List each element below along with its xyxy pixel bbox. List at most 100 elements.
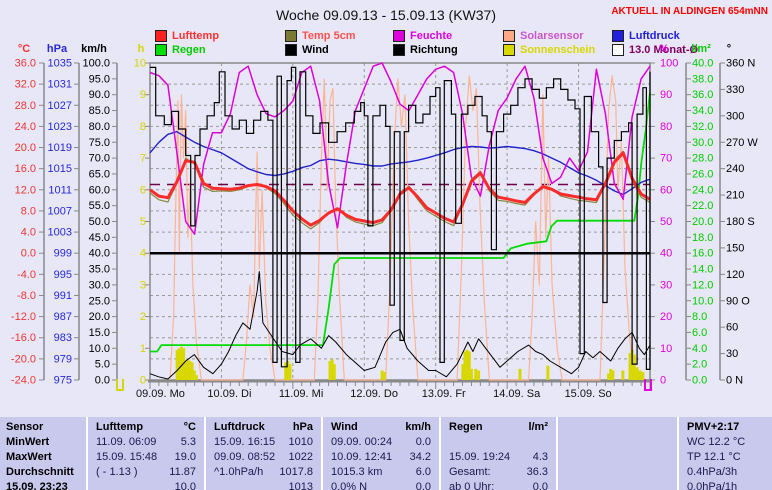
station-banner: AKTUELL IN ALDINGEN 654mNN [611,6,768,17]
stats-cell: 6.0 [415,466,431,478]
stats-cell: PMV+2:17 [687,421,740,433]
stats-cell: 0.0hPa/1h [687,481,738,490]
stats-cell: hPa [292,421,313,433]
svg-text:300: 300 [726,110,744,122]
svg-text:3: 3 [140,279,146,291]
stats-cell: Lufttemp [96,421,144,433]
stats-cell: 1022 [288,451,313,463]
stats-cell: 15.09. 19:24 [449,451,511,463]
svg-text:34.0: 34.0 [692,105,713,117]
x-axis: 09.09. Mo 10.09. Di 11.09. Mi 12.09. Do 13.0… [136,379,652,400]
svg-text:30.0: 30.0 [89,279,110,291]
svg-text:35.0: 35.0 [89,264,110,276]
svg-text:12.0: 12.0 [15,184,36,196]
svg-text:240: 240 [726,163,744,175]
stats-cell: WC 12.2 °C [687,436,746,448]
svg-text:7: 7 [140,153,146,165]
svg-text:991: 991 [54,290,72,302]
axis-header-windspeed: km/h [81,43,107,55]
legend-label: Wind [302,44,329,56]
svg-text:-8.0: -8.0 [17,290,36,302]
svg-text:1011: 1011 [48,184,72,196]
svg-text:5: 5 [140,216,146,228]
stats-cell: 10.0 [174,481,196,490]
stats-cell: 0.4hPa/3h [687,466,738,478]
svg-text:36.0: 36.0 [15,58,36,70]
legend-item-feuchte: Feuchte [393,30,452,42]
weather-chart: -24.0-20.0-16.0-12.0-8.0-4.00.04.08.012.… [11,43,758,400]
svg-text:14.0: 14.0 [692,264,713,276]
series-feuchte [149,62,651,235]
svg-text:20.0: 20.0 [15,142,36,154]
svg-text:-12.0: -12.0 [11,311,36,323]
svg-text:20.0: 20.0 [89,311,110,323]
stats-cell: 1010 [288,436,313,448]
stats-cell: Wind [331,421,358,433]
svg-text:6: 6 [140,184,146,196]
svg-text:30.0: 30.0 [692,137,713,149]
legend-label: Temp 5cm [302,30,356,42]
stats-cell: 1013 [288,481,313,490]
svg-text:50.0: 50.0 [89,216,110,228]
svg-text:8.0: 8.0 [21,205,36,217]
legend-item-lufttemp: Lufttemp [155,30,219,42]
svg-text:45.0: 45.0 [89,232,110,244]
svg-text:8.0: 8.0 [692,311,707,323]
axis-pressure: 975 979 983 987 991 995 999 1003 1007 1011 1015 101… [47,43,80,387]
legend-item-regen: Regen [155,44,206,56]
stats-cell: Luftdruck [214,421,265,433]
stats-cell: 09.09. 08:52 [214,451,276,463]
stats-cell: km/h [405,421,431,433]
svg-text:24.0: 24.0 [15,121,36,133]
svg-text:979: 979 [54,353,72,365]
svg-text:16.0: 16.0 [15,163,36,175]
legend-label: Luftdruck [629,30,680,42]
svg-text:85.0: 85.0 [89,105,110,117]
legend-item-temp5cm: Temp 5cm [285,30,356,42]
day-label: 10.09. Di [207,388,251,400]
svg-text:330: 330 [726,84,744,96]
monat-swatch-icon [612,44,624,56]
svg-text:30: 30 [726,348,738,360]
lufttemp-swatch-icon [155,30,167,42]
svg-text:80: 80 [660,121,672,133]
svg-text:10: 10 [660,343,672,355]
axis-header-direction: ° [727,43,731,55]
axis-header-humidity: % [659,43,669,55]
stats-cell: 34.2 [409,451,431,463]
svg-text:-24.0: -24.0 [11,375,36,387]
svg-text:1015: 1015 [48,163,72,175]
stats-cell: 15.09. 16:15 [214,436,276,448]
svg-text:100: 100 [660,58,678,70]
svg-text:10.0: 10.0 [692,295,713,307]
svg-text:75.0: 75.0 [89,137,110,149]
svg-text:18.0: 18.0 [692,232,713,244]
svg-text:36.0: 36.0 [692,89,713,101]
stats-column-wind: Wind km/h 09.09. 00:24 0.0 10.09. 12:41 34.2 1… [321,417,439,490]
day-label: 14.09. Sa [493,388,541,400]
svg-text:8: 8 [140,121,146,133]
svg-text:270 W: 270 W [726,137,758,149]
stats-cell: 36.3 [526,466,548,478]
stats-cell: ab 0 Uhr: [449,481,495,490]
stats-column-luftdruck: Luftdruck hPa 15.09. 16:15 1010 09.09. 08:52… [204,417,321,490]
svg-text:20.0: 20.0 [692,216,713,228]
luftdruck-swatch-icon [612,30,624,42]
stats-cell: 1015.3 km [331,466,383,478]
svg-text:6.0: 6.0 [692,327,707,339]
axis-header-pressure: hPa [47,43,68,55]
legend-label: Feuchte [410,30,453,42]
page-title: Woche 09.09.13 - 15.09.13 (KW37) [276,7,496,23]
legend-label: Sonnenschein [520,44,596,56]
svg-text:995: 995 [54,269,72,281]
svg-text:16.0: 16.0 [692,248,713,260]
stats-column-pmv-2-17: PMV+2:17 WC 12.2 °C TP 12.1 °C 0.4hPa/3h 0.0… [677,417,770,490]
legend-item-sonnenschein: Sonnenschein [503,44,595,56]
svg-text:210: 210 [726,190,744,202]
stats-cell: Durchschnitt [6,466,74,478]
svg-text:12.0: 12.0 [692,279,713,291]
svg-text:0 N: 0 N [726,375,743,387]
stats-cell: 5.3 [180,436,196,448]
stats-cell: 0.0 [415,436,431,448]
svg-text:1019: 1019 [48,142,72,154]
